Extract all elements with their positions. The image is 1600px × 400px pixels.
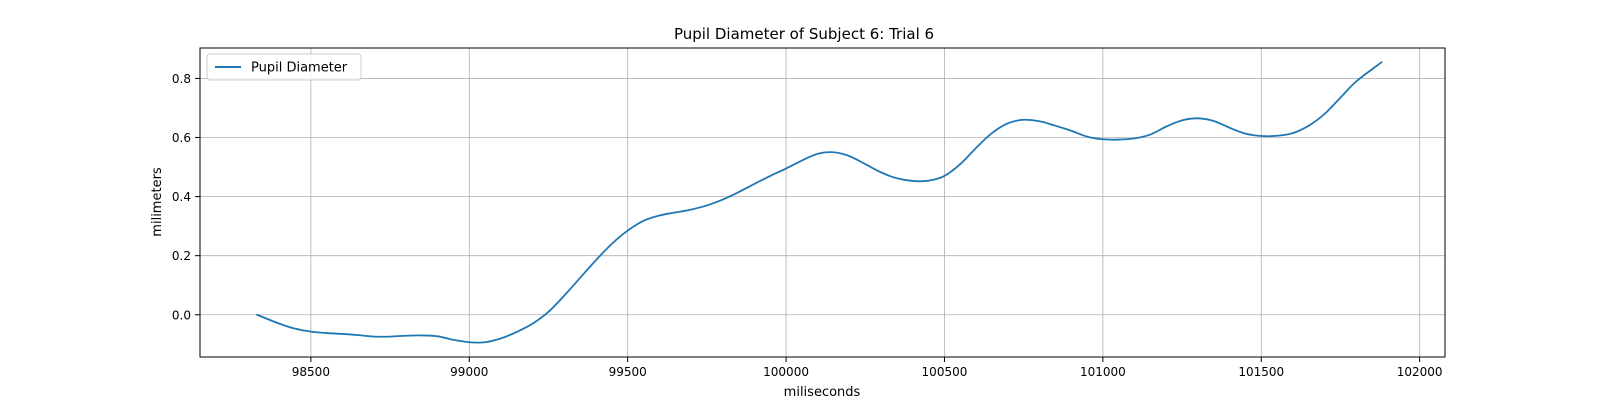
ticks: 98500 99000 99500 100000 100500 101000 101500 1… (172, 72, 1443, 379)
x-tick-label: 99500 (609, 365, 647, 379)
grid (200, 48, 1445, 357)
y-tick-label: 0.6 (172, 131, 191, 145)
x-tick-label: 99000 (450, 365, 488, 379)
x-tick-label: 100500 (922, 365, 968, 379)
y-tick-label: 0.8 (172, 72, 191, 86)
y-tick-label: 0.2 (172, 249, 191, 263)
plot-area-frame (199, 47, 1446, 358)
x-tick-label: 101500 (1238, 365, 1284, 379)
series-layer (256, 61, 1383, 344)
x-axis-label: miliseconds (784, 385, 861, 400)
chart-title: Pupil Diameter of Subject 6: Trial 6 (674, 25, 934, 43)
legend-label-pupil-diameter: Pupil Diameter (251, 61, 348, 76)
series-line-pupil-diameter (256, 61, 1383, 344)
legend-box (206, 53, 362, 81)
y-tick-label: 0.0 (172, 308, 191, 322)
x-tick-label: 102000 (1397, 365, 1443, 379)
x-tick-label: 98500 (292, 365, 330, 379)
y-axis-label: milimeters (150, 167, 165, 237)
y-tick-label: 0.4 (172, 190, 191, 204)
x-tick-label: 100000 (763, 365, 809, 379)
legend: Pupil Diameter (206, 53, 362, 81)
x-tick-label: 101000 (1080, 365, 1126, 379)
